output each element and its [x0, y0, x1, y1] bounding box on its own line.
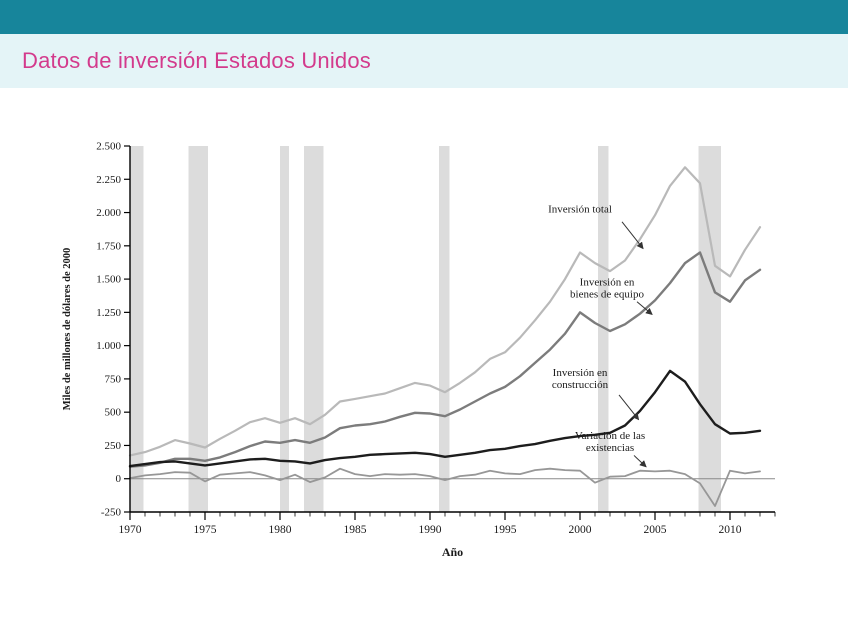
- annotation-arrow: [621, 221, 644, 250]
- slide-title: Datos de inversión Estados Unidos: [22, 48, 372, 73]
- chart-area: 2.500 2.250 2.000 1.750 1.500 1.250 1.000 750 50…: [55, 134, 848, 569]
- recession-band: [130, 146, 144, 512]
- x-tick-label: 2000: [569, 524, 592, 536]
- y-tick-label: 500: [105, 407, 122, 419]
- annotation-arrow: [636, 301, 653, 316]
- y-tick-label: 750: [105, 373, 122, 385]
- y-axis-label: Miles de millones de dólares de 2000: [62, 248, 73, 411]
- y-tick-label: 1.750: [96, 240, 121, 252]
- x-tick-label: 1995: [494, 524, 517, 536]
- series-annotations: Inversión total Inversión en bienes de equ…: [548, 204, 653, 468]
- x-axis-ticks: 1970 1975 1980 1985 1990 1995 2000 2005 2010: [119, 512, 742, 536]
- x-tick-label: 2010: [719, 524, 742, 536]
- x-axis-label: Año: [442, 545, 463, 559]
- y-axis-ticks: 2.500 2.250 2.000 1.750 1.500 1.250 1.000 750 50…: [96, 141, 130, 519]
- series-line-inversion-en-bienes-de-equipo: [128, 251, 762, 468]
- recession-band: [439, 146, 450, 512]
- y-tick-label: 250: [105, 440, 122, 452]
- annotation-arrow: [618, 394, 640, 421]
- investment-line-chart: 2.500 2.250 2.000 1.750 1.500 1.250 1.000 750 50…: [62, 141, 776, 559]
- annotation-inversion-en-bienes-de-equipo: Inversión en bienes de equipo: [570, 277, 644, 301]
- title-banner: Datos de inversión Estados Unidos: [0, 34, 848, 88]
- y-tick-label: 1.000: [96, 340, 121, 352]
- series-lines: [128, 166, 762, 507]
- y-tick-label: 1.250: [96, 307, 121, 319]
- annotation-inversion-total: Inversión total: [548, 204, 612, 216]
- x-tick-label: 1985: [344, 524, 367, 536]
- top-bar: [0, 0, 848, 34]
- series-line-inversion-en-construccion: [128, 369, 762, 468]
- x-tick-label: 1980: [269, 524, 292, 536]
- y-tick-label: -250: [101, 507, 122, 519]
- recession-band: [280, 146, 289, 512]
- x-tick-label: 1970: [119, 524, 142, 536]
- y-tick-label: 1.500: [96, 274, 121, 286]
- series-line-variacion-de-las-existencias: [129, 467, 761, 507]
- y-tick-label: 0: [116, 473, 122, 485]
- x-tick-label: 1990: [419, 524, 442, 536]
- y-tick-label: 2.250: [96, 174, 121, 186]
- y-tick-label: 2.000: [96, 207, 121, 219]
- annotation-variacion-de-las-existencias: Variación de las existencias: [575, 430, 645, 454]
- annotation-inversion-en-construccion: Inversión en construcción: [552, 367, 609, 391]
- recession-band: [698, 146, 721, 512]
- x-tick-label: 1975: [194, 524, 217, 536]
- annotation-arrow: [633, 455, 647, 468]
- y-tick-label: 2.500: [96, 141, 121, 153]
- recession-bands: [130, 146, 721, 512]
- recession-band: [598, 146, 609, 512]
- axes: [129, 146, 775, 513]
- recession-band: [188, 146, 208, 512]
- series-line-inversion-total: [128, 166, 762, 457]
- recession-band: [304, 146, 324, 512]
- x-tick-label: 2005: [644, 524, 667, 536]
